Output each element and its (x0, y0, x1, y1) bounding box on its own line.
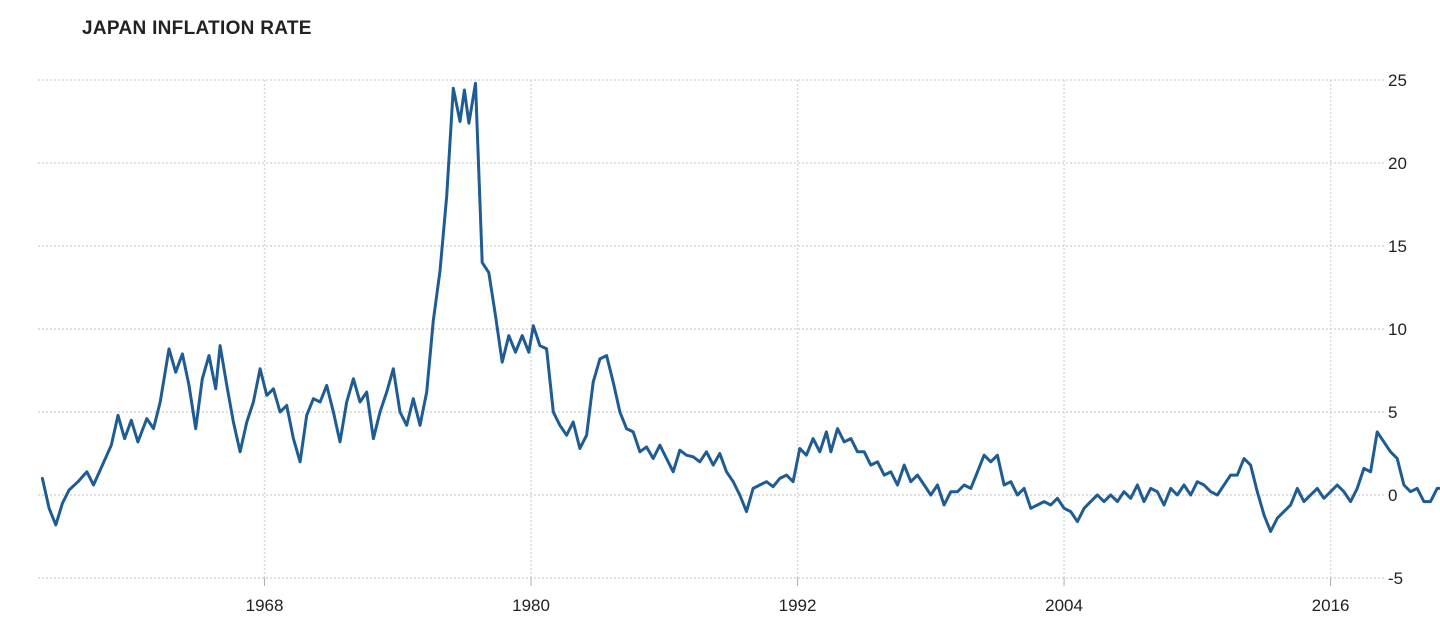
x-tick-label: 1968 (246, 596, 284, 615)
x-tick-label: 1992 (779, 596, 817, 615)
x-tick-label: 1980 (512, 596, 550, 615)
x-tick-label: 2004 (1045, 596, 1083, 615)
y-tick-label: 15 (1388, 237, 1407, 256)
x-axis-labels: 1968 1980 1992 2004 2016 (246, 596, 1350, 615)
x-tick-label: 2016 (1312, 596, 1350, 615)
y-tick-label: 10 (1388, 320, 1407, 339)
chart-title: JAPAN INFLATION RATE (82, 18, 312, 39)
inflation-series-line (40, 81, 1440, 533)
y-axis-labels: 25 20 15 10 5 0 -5 (1388, 71, 1407, 588)
y-tick-label: 0 (1388, 486, 1397, 505)
y-tick-label: -5 (1388, 569, 1403, 588)
y-tick-label: 25 (1388, 71, 1407, 90)
vertical-gridlines (263, 80, 1332, 586)
series-group (40, 81, 1440, 533)
y-tick-label: 5 (1388, 403, 1397, 422)
horizontal-gridlines (38, 79, 1384, 579)
y-tick-label: 20 (1388, 154, 1407, 173)
